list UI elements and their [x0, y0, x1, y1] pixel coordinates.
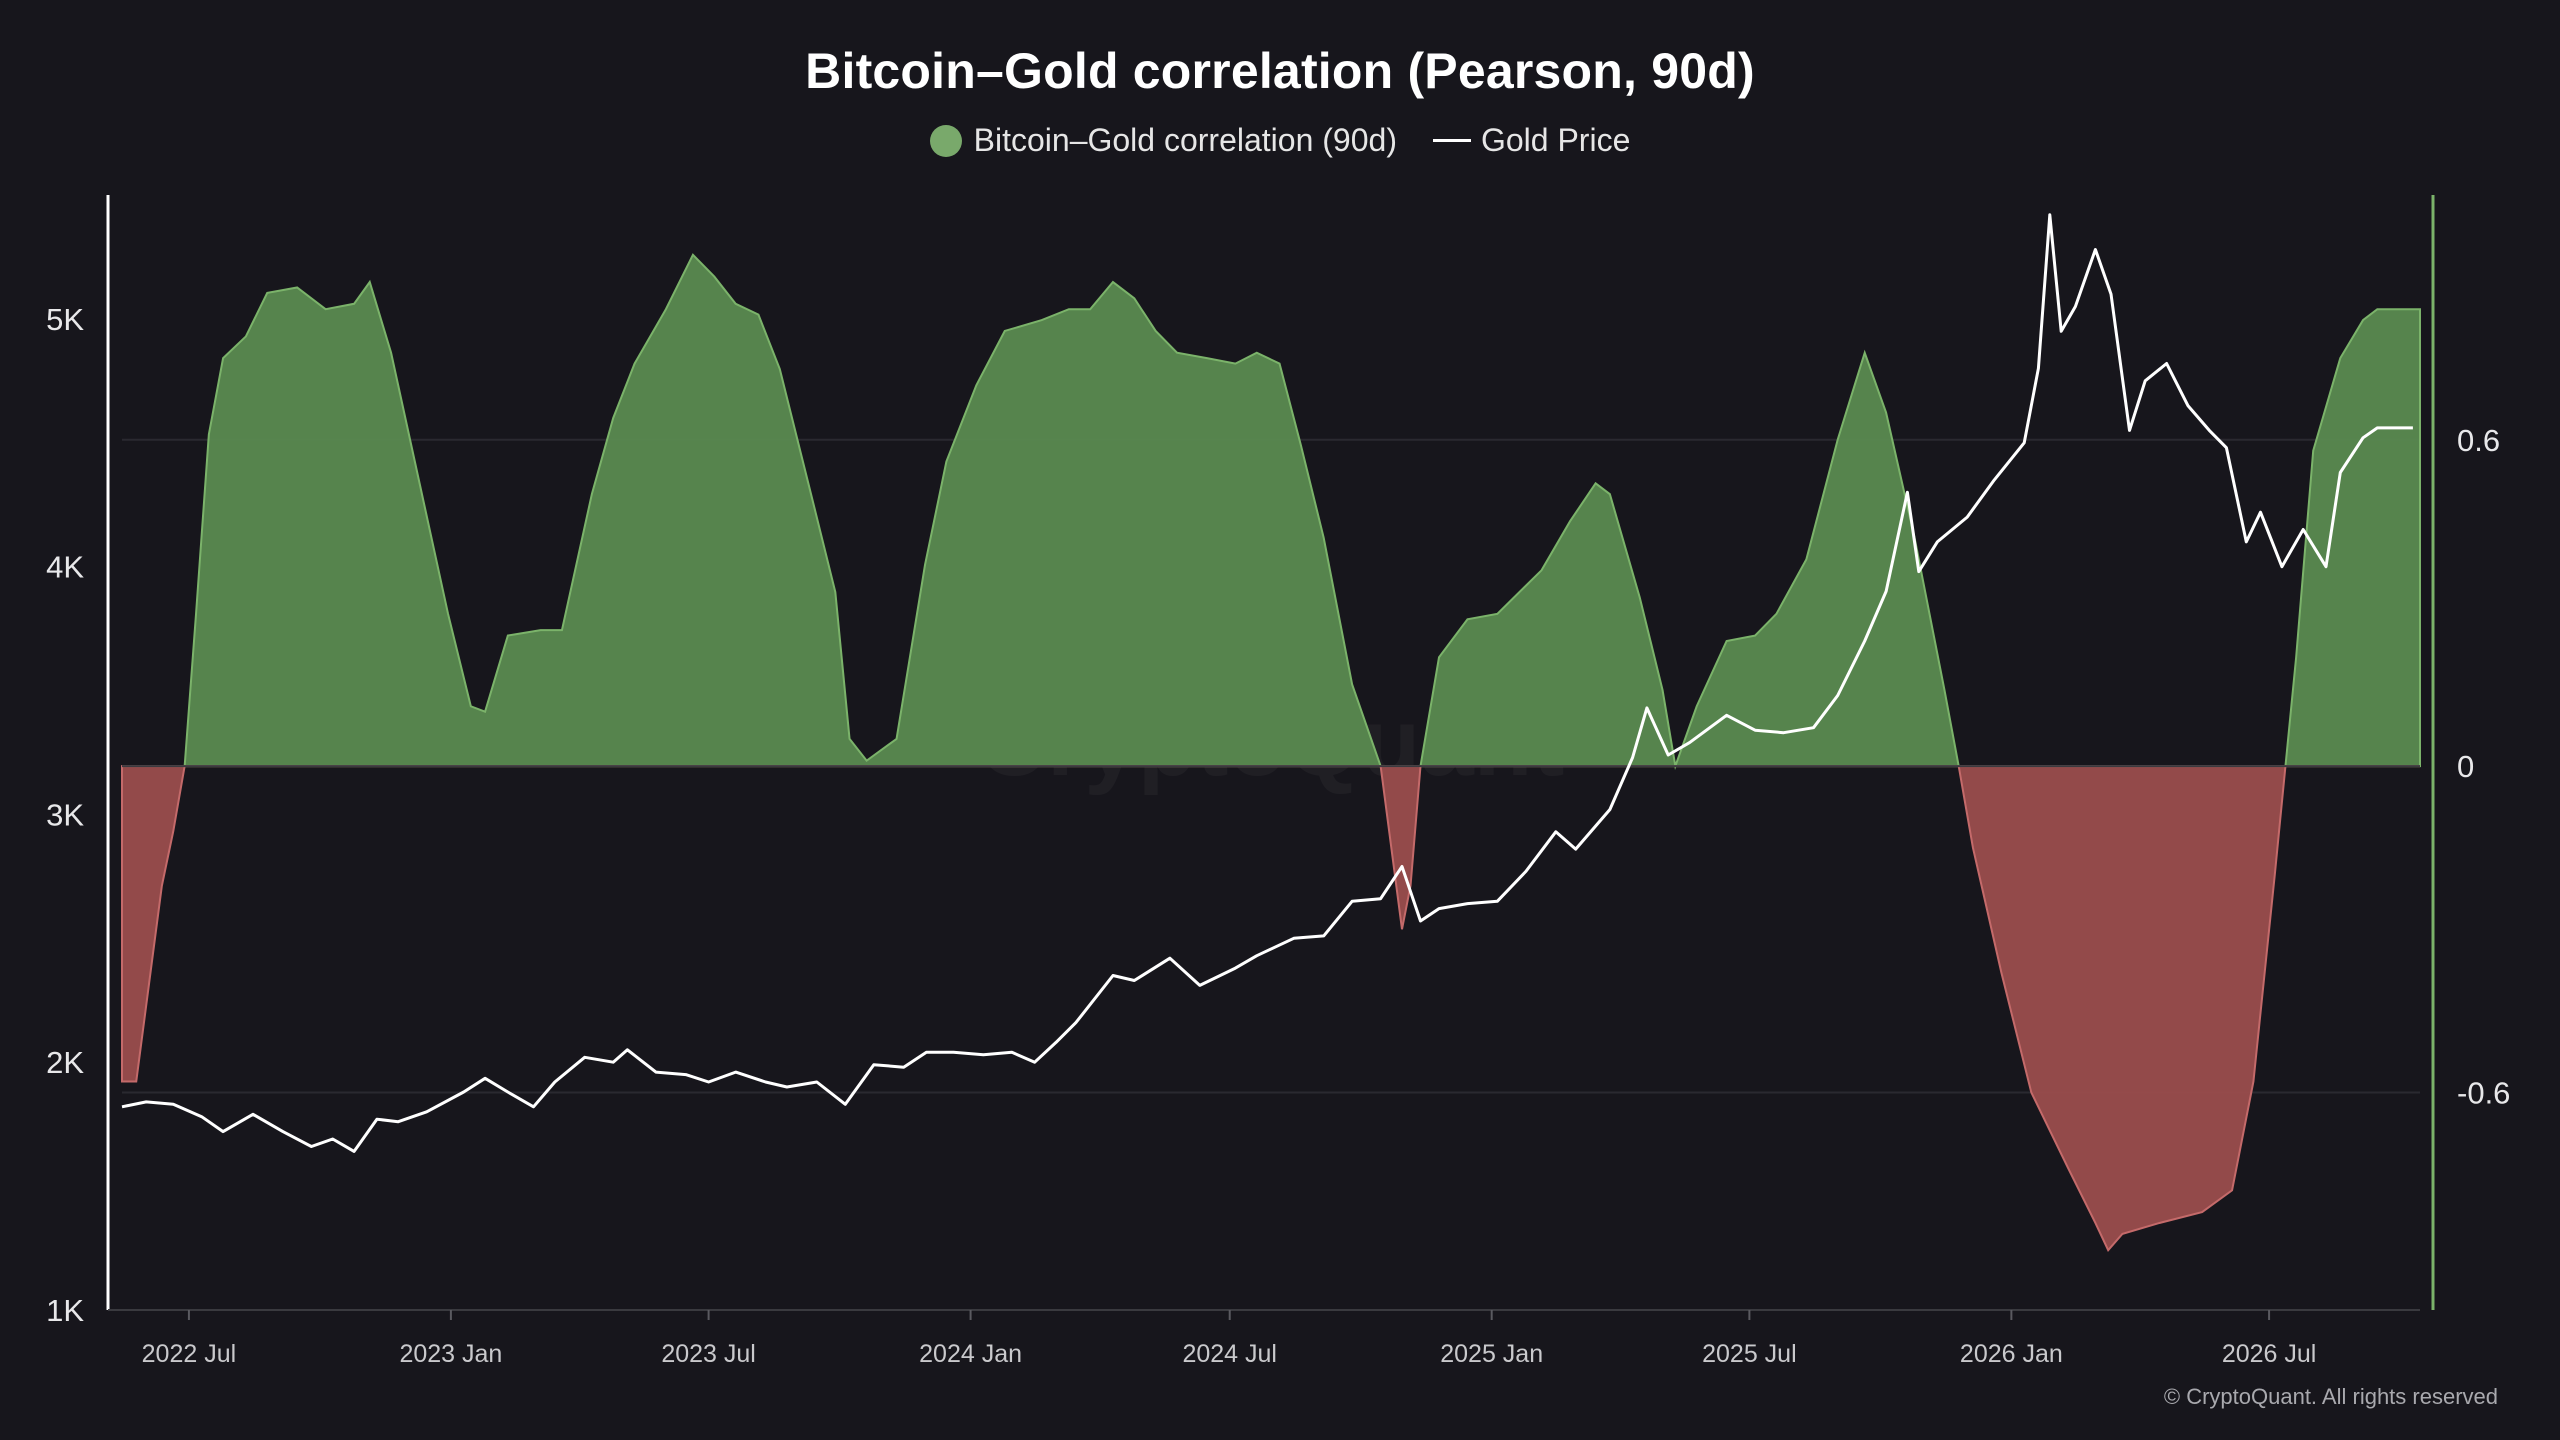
y-right-tick-label: 0 — [2457, 749, 2474, 784]
correlation-positive-area — [122, 253, 2421, 771]
legend-label-correlation: Bitcoin–Gold correlation (90d) — [973, 122, 1397, 158]
legend: Bitcoin–Gold correlation (90d) Gold Pric… — [0, 122, 2560, 159]
x-tick-label: 2023 Jan — [399, 1340, 502, 1368]
legend-item-correlation[interactable]: Bitcoin–Gold correlation (90d) — [929, 122, 1397, 159]
x-tick-label: 2023 Jul — [661, 1340, 756, 1368]
y-left-tick-label: 1K — [46, 1293, 84, 1328]
y-left-tick-label: 2K — [46, 1045, 84, 1080]
x-tick-label: 2025 Jan — [1440, 1340, 1543, 1368]
legend-item-gold-price[interactable]: Gold Price — [1432, 122, 1631, 159]
legend-line-icon — [1432, 139, 1471, 142]
y-right-tick-label: 0.6 — [2457, 423, 2500, 458]
x-tick-label: 2022 Jul — [142, 1340, 237, 1368]
gold-price-line — [121, 213, 2413, 1153]
copyright-notice: © CryptoQuant. All rights reserved — [2163, 1384, 2498, 1409]
y-left-tick-label: 4K — [46, 550, 84, 585]
y-right-tick-label: -0.6 — [2457, 1075, 2510, 1110]
chart-title: Bitcoin–Gold correlation (Pearson, 90d) — [805, 43, 1755, 99]
x-tick-label: 2026 Jan — [1960, 1340, 2063, 1368]
correlation-negative-area — [121, 765, 2420, 1252]
legend-dot-icon — [929, 124, 962, 157]
y-left-tick-label: 3K — [46, 797, 84, 832]
x-tick-label: 2025 Jul — [1702, 1340, 1797, 1368]
x-tick-label: 2026 Jul — [2222, 1340, 2317, 1368]
x-tick-label: 2024 Jan — [919, 1340, 1022, 1368]
legend-label-gold-price: Gold Price — [1480, 122, 1631, 158]
y-left-tick-label: 5K — [46, 302, 84, 337]
x-tick-label: 2024 Jul — [1182, 1340, 1277, 1368]
